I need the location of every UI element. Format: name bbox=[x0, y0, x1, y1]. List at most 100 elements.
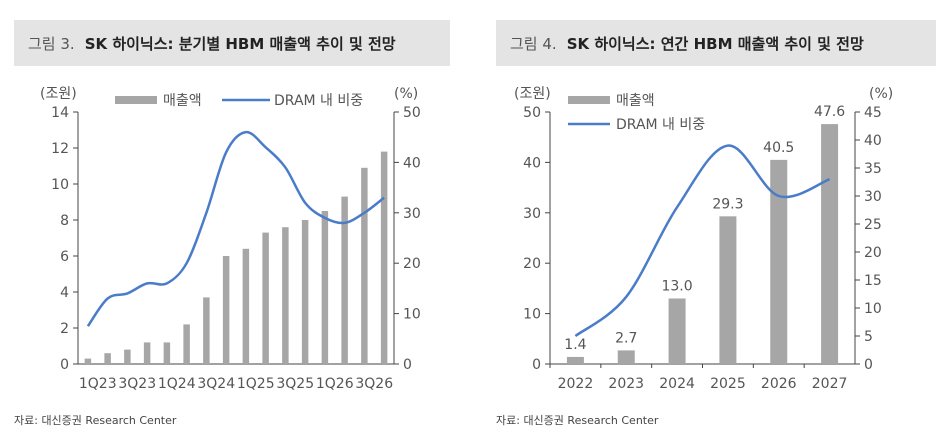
x-tick-label: 2023 bbox=[608, 376, 644, 392]
x-tick-label: 1Q23 bbox=[79, 376, 117, 392]
bar bbox=[341, 196, 348, 364]
right-tick-label: 15 bbox=[864, 273, 882, 289]
x-tick-label: 2024 bbox=[659, 376, 695, 392]
bar bbox=[183, 324, 190, 364]
x-tick-label: 2027 bbox=[812, 376, 848, 392]
title-bar: 그림 4. SK 하이닉스: 연간 HBM 매출액 추이 및 전망 bbox=[496, 20, 936, 66]
bar bbox=[821, 124, 839, 364]
x-tick-label: 3Q25 bbox=[276, 376, 314, 392]
bar bbox=[84, 358, 92, 364]
bar bbox=[617, 350, 635, 364]
right-tick-label: 20 bbox=[403, 256, 421, 272]
legend-bar-label: 매출액 bbox=[163, 93, 202, 109]
bar bbox=[361, 167, 368, 364]
line-series-dram-share bbox=[574, 144, 831, 338]
x-tick-label: 2026 bbox=[761, 376, 797, 392]
right-tick-label: 30 bbox=[864, 189, 882, 205]
left-tick-label: 40 bbox=[523, 155, 541, 171]
legend-bar-swatch bbox=[115, 96, 157, 104]
left-tick-label: 10 bbox=[51, 177, 69, 193]
chart-title: SK 하이닉스: 연간 HBM 매출액 추이 및 전망 bbox=[566, 34, 864, 53]
source-note: 자료: 대신증권 Research Center bbox=[14, 414, 177, 427]
right-tick-label: 0 bbox=[403, 357, 412, 373]
title-bar: 그림 3. SK 하이닉스: 분기별 HBM 매출액 추이 및 전망 bbox=[14, 20, 450, 66]
figure-annual: 그림 4. SK 하이닉스: 연간 HBM 매출액 추이 및 전망 (조원) (… bbox=[482, 0, 939, 446]
right-tick-label: 35 bbox=[864, 161, 882, 177]
x-tick-label: 3Q26 bbox=[355, 376, 393, 392]
bar bbox=[143, 342, 151, 364]
right-tick-label: 10 bbox=[864, 301, 882, 317]
right-tick-label: 45 bbox=[864, 105, 882, 121]
left-tick-label: 4 bbox=[60, 285, 69, 301]
x-tick-label: 3Q23 bbox=[118, 376, 156, 392]
right-tick-label: 5 bbox=[864, 329, 873, 345]
legend: 매출액 DRAM 내 비중 bbox=[568, 93, 705, 133]
legend: 매출액 DRAM 내 비중 bbox=[115, 93, 363, 109]
bar bbox=[770, 159, 788, 364]
chart-title: SK 하이닉스: 분기별 HBM 매출액 추이 및 전망 bbox=[84, 34, 396, 53]
bar bbox=[203, 297, 210, 364]
chart-quarterly: (조원) (%) 매출액 DRAM 내 비중 0 2 4 6 8 10 12 14 0 10 20 3… bbox=[40, 86, 421, 392]
left-unit-label: (조원) bbox=[40, 86, 77, 102]
chart-annual: (조원) (%) 매출액 DRAM 내 비중 0 10 20 30 40 50 0 5 10 15… bbox=[514, 86, 893, 392]
left-tick-label: 10 bbox=[523, 307, 541, 323]
right-tick-label: 10 bbox=[403, 307, 421, 323]
bar bbox=[282, 227, 289, 364]
x-tick-label: 2022 bbox=[558, 376, 594, 392]
bar bbox=[321, 211, 329, 364]
bar bbox=[104, 353, 111, 364]
bar bbox=[163, 342, 171, 364]
right-tick-label: 25 bbox=[864, 217, 882, 233]
legend-bar-swatch bbox=[568, 96, 610, 104]
bar bbox=[262, 232, 269, 364]
bar-value-label: 29.3 bbox=[712, 196, 743, 212]
x-tick-label: 1Q26 bbox=[316, 376, 354, 392]
bar-value-label: 40.5 bbox=[763, 140, 794, 156]
figure-number: 그림 3. bbox=[28, 34, 75, 53]
bar bbox=[380, 151, 388, 364]
x-tick-label: 3Q24 bbox=[197, 376, 235, 392]
left-tick-label: 20 bbox=[523, 256, 541, 272]
bar-value-label: 13.0 bbox=[661, 278, 692, 294]
bar bbox=[222, 256, 230, 364]
left-tick-label: 2 bbox=[60, 321, 69, 337]
bar-value-label: 2.7 bbox=[615, 330, 637, 346]
left-tick-label: 0 bbox=[532, 357, 541, 373]
bar bbox=[566, 356, 584, 364]
source-note: 자료: 대신증권 Research Center bbox=[496, 414, 659, 427]
left-tick-label: 14 bbox=[51, 105, 69, 121]
bar bbox=[242, 248, 250, 364]
bar bbox=[124, 349, 131, 364]
right-tick-label: 20 bbox=[864, 245, 882, 261]
right-unit-label: (%) bbox=[869, 86, 893, 102]
left-tick-label: 30 bbox=[523, 206, 541, 222]
legend-line-label: DRAM 내 비중 bbox=[274, 93, 363, 109]
bar-value-label: 47.6 bbox=[814, 104, 845, 120]
x-tick-label: 1Q24 bbox=[158, 376, 196, 392]
left-tick-label: 0 bbox=[60, 357, 69, 373]
right-unit-label: (%) bbox=[394, 86, 418, 102]
left-tick-label: 12 bbox=[51, 141, 69, 157]
bar bbox=[301, 220, 309, 364]
x-tick-label: 2025 bbox=[710, 376, 746, 392]
x-tick-label: 1Q25 bbox=[237, 376, 275, 392]
right-tick-label: 0 bbox=[864, 357, 873, 373]
right-tick-label: 40 bbox=[864, 133, 882, 149]
line-series-dram-share bbox=[86, 130, 385, 327]
right-tick-label: 30 bbox=[403, 206, 421, 222]
right-tick-label: 50 bbox=[403, 105, 421, 121]
bar bbox=[719, 216, 737, 364]
left-tick-label: 8 bbox=[60, 213, 69, 229]
figure-quarterly: 그림 3. SK 하이닉스: 분기별 HBM 매출액 추이 및 전망 (조원) … bbox=[0, 0, 455, 446]
right-tick-label: 40 bbox=[403, 155, 421, 171]
legend-bar-label: 매출액 bbox=[616, 93, 655, 109]
left-unit-label: (조원) bbox=[514, 86, 551, 102]
left-tick-label: 6 bbox=[60, 249, 69, 265]
bar bbox=[668, 298, 686, 364]
figure-number: 그림 4. bbox=[510, 34, 557, 53]
bar-value-label: 1.4 bbox=[564, 337, 586, 353]
legend-line-label: DRAM 내 비중 bbox=[616, 117, 705, 133]
left-tick-label: 50 bbox=[523, 105, 541, 121]
